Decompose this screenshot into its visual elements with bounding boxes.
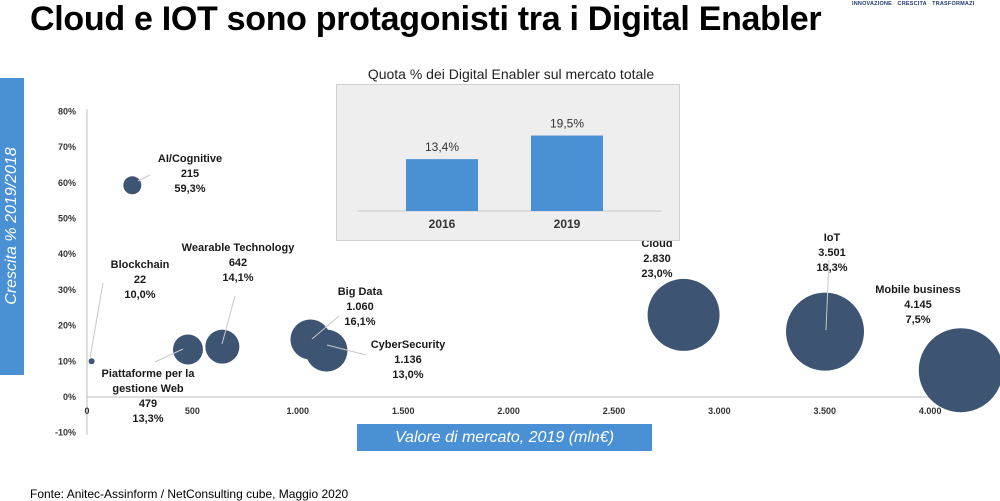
y-tick-label: 0% <box>63 392 76 402</box>
data-label-line: 479 <box>139 398 157 410</box>
data-label-line: 642 <box>229 257 247 269</box>
data-label-line: 10,0% <box>124 289 155 301</box>
brand-tagline: INNOVAZIONE · CRESCITA · TRASFORMAZI <box>852 1 975 7</box>
x-tick-label: 500 <box>185 406 200 416</box>
inset-bar-chart: 13,4% 2016 19,5% 2019 <box>336 84 680 241</box>
bubble-mobile-business <box>918 328 1000 413</box>
leader-line-piattaforme-per-la-gestione-web <box>154 348 184 363</box>
data-label-line: 2.830 <box>643 253 671 265</box>
x-axis-label: Valore di mercato, 2019 (mln€) <box>357 424 652 451</box>
data-label-line: 3.501 <box>818 247 846 259</box>
bubble-wearable-technology <box>205 329 240 364</box>
data-label-line: Cloud <box>641 238 672 250</box>
data-label-line: 22 <box>134 274 146 286</box>
data-label-line: 13,3% <box>132 413 163 425</box>
data-label-big-data: Big Data 1.060 16,1% <box>338 286 384 328</box>
data-label-line: 16,1% <box>344 316 375 328</box>
x-tick-label: 1.500 <box>392 406 415 416</box>
bubble-ai-cognitive <box>123 176 142 195</box>
leader-line-cybersecurity <box>326 344 367 356</box>
data-label-cloud: Cloud 2.830 23,0% <box>641 238 672 280</box>
y-tick-label: 70% <box>58 142 76 152</box>
data-label-line: Piattaforme per la <box>102 368 196 380</box>
data-label-piattaforme-per-la-gestione-web: Piattaforme per la gestione Web 479 13,3% <box>102 368 196 425</box>
brand-word-crescita: CRESCITA <box>897 1 927 7</box>
bar-category-label: 2016 <box>429 217 456 231</box>
data-label-ai-cognitive: AI/Cognitive 215 59,3% <box>158 153 222 195</box>
data-label-line: 215 <box>181 168 199 180</box>
data-label-line: 13,0% <box>392 369 423 381</box>
data-label-mobile-business: Mobile business 4.145 7,5% <box>875 284 961 326</box>
leader-line-wearable-technology <box>221 295 236 345</box>
page-title: Cloud e IOT sono protagonisti tra i Digi… <box>30 0 822 38</box>
data-label-line: Blockchain <box>111 259 170 271</box>
inset-chart-title: Quota % dei Digital Enabler sul mercato … <box>367 66 655 82</box>
data-label-line: gestione Web <box>112 383 184 395</box>
data-label-line: 59,3% <box>174 183 205 195</box>
y-tick-label: 60% <box>58 178 76 188</box>
data-label-blockchain: Blockchain 22 10,0% <box>111 259 170 301</box>
source-note: Fonte: Anitec-Assinform / NetConsulting … <box>30 487 349 501</box>
data-label-line: AI/Cognitive <box>158 153 222 165</box>
data-label-line: 1.060 <box>346 301 374 313</box>
data-label-line: Mobile business <box>875 284 961 296</box>
data-label-cybersecurity: CyberSecurity 1.136 13,0% <box>371 339 446 381</box>
leader-line-big-data <box>311 315 340 340</box>
leader-line-iot <box>825 259 830 331</box>
bar-value-label: 19,5% <box>550 117 584 131</box>
y-tick-label: 50% <box>58 214 76 224</box>
x-tick-label: 3.500 <box>814 406 837 416</box>
brand-word-trasformazione: TRASFORMAZI <box>932 1 975 7</box>
bar-value-label: 13,4% <box>425 140 459 154</box>
bar-2016 <box>406 159 478 211</box>
y-tick-label: 40% <box>58 249 76 259</box>
x-tick-label: 1.000 <box>287 406 310 416</box>
data-label-line: Big Data <box>338 286 384 298</box>
bubble-iot <box>786 292 865 371</box>
bar-2019 <box>531 135 603 211</box>
bar-category-label: 2019 <box>554 217 581 231</box>
data-label-iot: IoT 3.501 18,3% <box>816 232 847 274</box>
data-label-line: 14,1% <box>222 272 253 284</box>
x-tick-label: 0 <box>84 406 89 416</box>
y-tick-label: 80% <box>58 106 76 116</box>
data-label-line: IoT <box>824 232 841 244</box>
data-label-line: 7,5% <box>905 314 930 326</box>
x-tick-label: 4.000 <box>919 406 942 416</box>
data-label-line: CyberSecurity <box>371 339 446 351</box>
data-label-line: 23,0% <box>641 268 672 280</box>
y-tick-label: -10% <box>55 428 76 438</box>
data-label-wearable-technology: Wearable Technology 642 14,1% <box>182 242 296 284</box>
leader-line-blockchain <box>89 282 104 359</box>
data-label-line: 4.145 <box>904 299 932 311</box>
y-axis-label-box <box>0 78 24 375</box>
bubble-blockchain <box>88 358 95 365</box>
y-tick-label: 10% <box>58 356 76 366</box>
leader-line-ai-cognitive <box>137 174 151 182</box>
x-tick-label: 3.000 <box>708 406 731 416</box>
x-tick-label: 2.000 <box>497 406 520 416</box>
y-tick-label: 20% <box>58 321 76 331</box>
data-label-line: 18,3% <box>816 262 847 274</box>
data-label-line: Wearable Technology <box>182 242 296 254</box>
bubble-cybersecurity <box>305 329 348 372</box>
y-tick-label: 30% <box>58 285 76 295</box>
bubble-piattaforme-per-la-gestione-web <box>172 334 203 365</box>
brand-word-innovazione: INNOVAZIONE <box>852 1 892 7</box>
bubble-cloud <box>647 278 720 351</box>
x-tick-label: 2.500 <box>603 406 626 416</box>
data-label-line: 1.136 <box>394 354 422 366</box>
